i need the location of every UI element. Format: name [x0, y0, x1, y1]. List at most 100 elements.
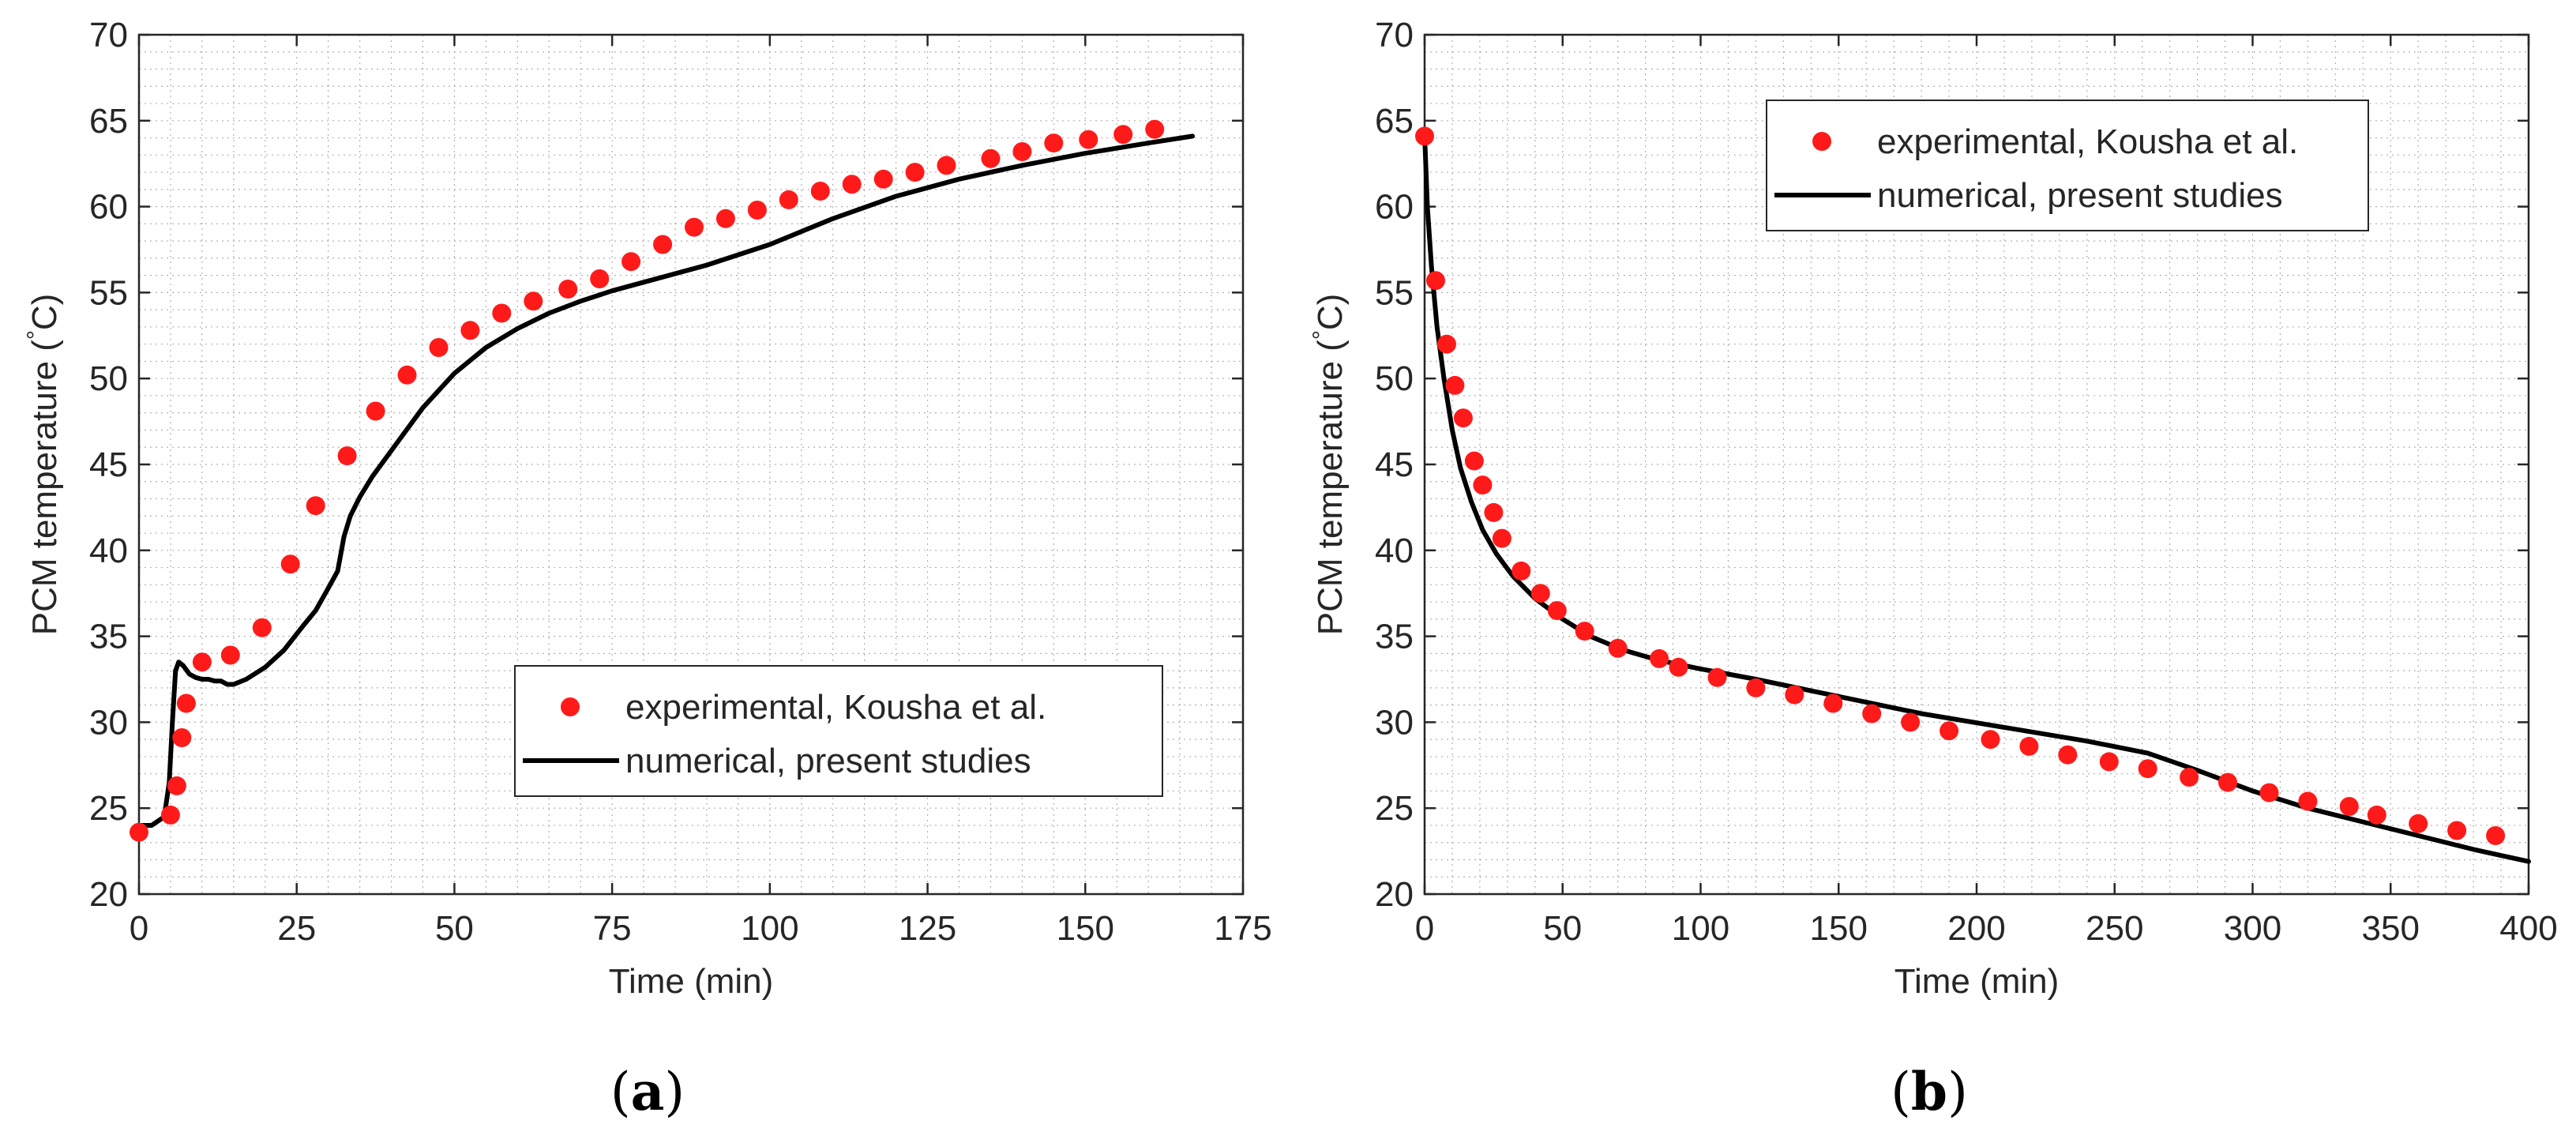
x-tick-labels-b: 0 50 100 150 200 250 300 350 400: [1415, 909, 2558, 948]
experimental-point: [1012, 142, 1032, 161]
experimental-point: [1650, 648, 1669, 668]
y-tick-label: 30: [89, 703, 128, 742]
y-tick-labels-b: 20 25 30 35 40 45 50 55 60 65 70: [1375, 16, 1414, 914]
experimental-point: [460, 321, 480, 340]
experimental-point: [252, 618, 272, 637]
numerical-line-a: [137, 133, 1196, 828]
chart-panel-a: 0 25 50 75 100 125 150 175 20 25 30 35 40 45 50 55 60 65…: [23, 16, 1272, 1122]
experimental-point: [524, 291, 543, 311]
legend-box-a: [514, 665, 1163, 797]
y-tick-label: 60: [89, 188, 128, 227]
y-tick-label: 35: [89, 618, 128, 656]
legend-entry-experimental-a: experimental, Kousha et al.: [625, 688, 1046, 727]
x-axis-label-b: Time (min): [1894, 962, 2060, 1001]
experimental-point: [810, 182, 830, 201]
legend-box-b: [1766, 100, 2369, 231]
experimental-point: [2259, 783, 2279, 802]
grid-b: [1425, 35, 2529, 894]
experimental-point: [2298, 791, 2318, 811]
x-tick-label: 125: [899, 909, 956, 948]
experimental-point: [1785, 685, 1804, 705]
panel-caption-b: (b): [1891, 1061, 1968, 1122]
experimental-point: [873, 169, 893, 189]
panel-caption-a: (a): [610, 1061, 685, 1122]
x-tick-label: 0: [130, 909, 148, 948]
y-tick-label: 45: [89, 445, 128, 484]
experimental-point: [337, 446, 357, 466]
experimental-point: [1492, 528, 1511, 548]
experimental-point: [2447, 821, 2467, 840]
experimental-point: [492, 303, 512, 323]
y-tick-label: 40: [89, 532, 128, 570]
experimental-point: [1707, 667, 1727, 687]
experimental-point: [2486, 826, 2506, 845]
x-tick-label: 175: [1214, 909, 1271, 948]
experimental-point: [397, 365, 417, 385]
degree-sign-a: °: [23, 330, 49, 340]
experimental-point: [981, 148, 1001, 168]
experimental-point: [1437, 334, 1456, 354]
experimental-point: [1044, 133, 1064, 153]
experimental-point: [1547, 601, 1567, 620]
x-tick-label: 150: [1057, 909, 1114, 948]
experimental-point: [220, 645, 240, 665]
experimental-point: [1901, 712, 1921, 732]
experimental-point: [2180, 768, 2199, 787]
chart-panel-b: 0 50 100 150 200 250 300 350 400 20 25 30 35 40 45 50 5…: [1309, 16, 2558, 1122]
experimental-point: [1823, 693, 1843, 713]
x-tick-label: 50: [1543, 909, 1582, 948]
experimental-point: [1426, 271, 1445, 291]
experimental-point: [306, 496, 325, 516]
x-tick-label: 0: [1415, 909, 1434, 948]
y-tick-label: 70: [89, 16, 128, 54]
y-tick-label: 25: [89, 789, 128, 828]
y-tick-label: 55: [89, 273, 128, 312]
y-tick-label: 60: [1375, 188, 1414, 227]
x-tick-label: 350: [2362, 909, 2420, 948]
y-axis-label-b: PCM temperature (°C): [1309, 294, 1350, 636]
y-tick-label: 45: [1375, 445, 1414, 484]
experimental-point: [176, 693, 196, 713]
experimental-point: [1415, 126, 1434, 146]
x-tick-label: 25: [277, 909, 316, 948]
x-tick-labels-a: 0 25 50 75 100 125 150 175: [130, 909, 1272, 948]
experimental-point: [937, 156, 956, 175]
y-axis-label-a: PCM temperature (°C): [23, 294, 64, 636]
experimental-point: [715, 209, 735, 228]
experimental-point: [1940, 721, 1959, 741]
legend-a: experimental, Kousha et al. numerical, p…: [514, 665, 1163, 797]
y-tick-label: 20: [1375, 875, 1414, 914]
experimental-point: [2409, 814, 2428, 833]
experimental-point: [842, 175, 862, 194]
legend-entry-experimental-b: experimental, Kousha et al.: [1877, 122, 2298, 161]
experimental-point: [1862, 704, 1882, 723]
experimental-point: [160, 805, 180, 825]
experimental-point: [2339, 797, 2359, 816]
experimental-point: [167, 776, 186, 795]
experimental-point: [280, 554, 300, 574]
x-tick-label: 100: [741, 909, 798, 948]
experimental-point: [621, 252, 641, 272]
y-tick-label: 65: [89, 102, 128, 141]
experimental-point: [685, 217, 704, 237]
x-tick-label: 250: [2086, 909, 2143, 948]
experimental-point: [1575, 622, 1594, 641]
series-experimental-markers-b: [1415, 126, 2506, 845]
x-axis-label-a: Time (min): [609, 962, 774, 1001]
y-tick-label: 70: [1375, 16, 1414, 54]
experimental-point: [779, 190, 798, 209]
legend-entry-numerical-b: numerical, present studies: [1877, 176, 2283, 215]
y-tick-label: 40: [1375, 532, 1414, 570]
experimental-point: [905, 163, 925, 182]
experimental-point: [558, 280, 578, 299]
experimental-point: [1079, 130, 1098, 149]
legend-marker-experimental-b: [1812, 132, 1831, 151]
experimental-point: [172, 728, 192, 747]
experimental-point: [1608, 638, 1628, 658]
experimental-point: [1445, 375, 1465, 395]
experimental-point: [429, 338, 449, 357]
experimental-point: [2367, 805, 2386, 825]
ticks-a: [137, 33, 1245, 896]
y-tick-label: 20: [89, 875, 128, 914]
experimental-point: [1473, 475, 1493, 495]
